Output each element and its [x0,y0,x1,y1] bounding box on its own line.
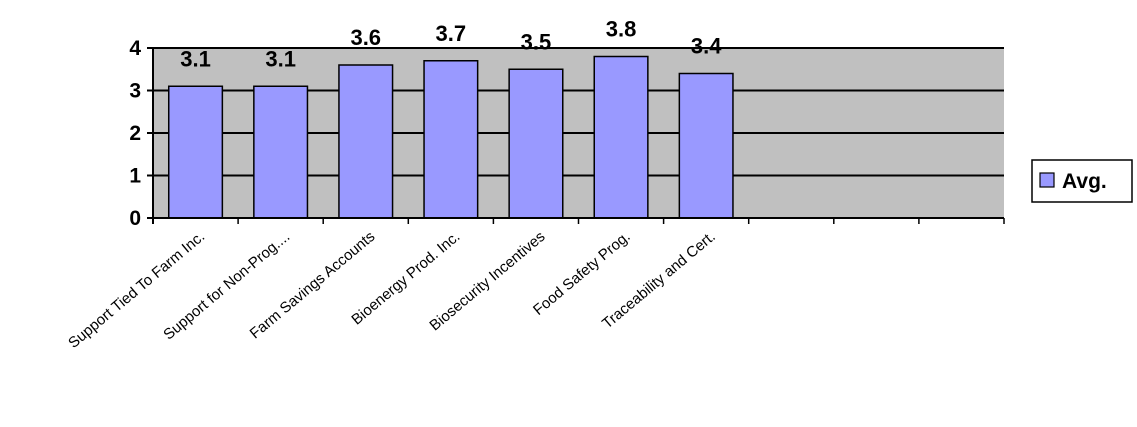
legend: Avg. [1031,159,1133,203]
data-label: 3.8 [606,17,637,42]
bar [338,64,394,219]
y-tick-label: 4 [129,37,141,60]
y-tick-labels: 0 1 2 3 4 [129,37,141,230]
category-label: Support Tied To Farm Inc. [65,228,208,352]
axes [147,47,1005,224]
y-tick-label: 1 [129,165,141,188]
data-label: 3.1 [265,46,296,71]
bar [423,60,479,219]
y-tick-label: 2 [129,122,141,145]
data-label: 3.6 [350,25,381,50]
data-label: 3.1 [180,46,211,71]
legend-swatch [1039,172,1055,188]
bars [167,55,734,219]
bar [593,55,649,219]
data-labels: 3.1 3.1 3.6 3.7 3.5 3.8 3.4 [180,17,722,72]
legend-label: Avg. [1062,170,1107,193]
bar [253,85,309,219]
y-tick-label: 0 [129,207,141,230]
bar [678,72,734,219]
y-tick-label: 3 [129,80,141,103]
bar [167,85,224,219]
data-label: 3.4 [691,34,722,59]
category-labels: Support Tied To Farm Inc.Support for Non… [65,228,719,352]
bar [508,68,564,219]
data-label: 3.5 [521,29,552,54]
data-label: 3.7 [436,21,467,46]
